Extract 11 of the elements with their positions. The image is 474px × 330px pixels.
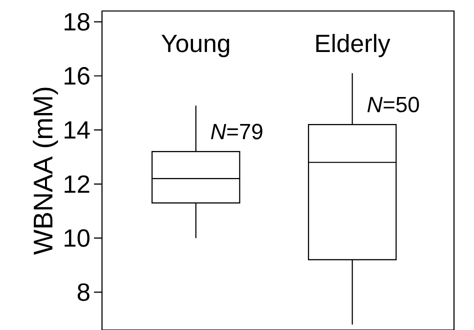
y-tick-label: 12	[64, 175, 90, 193]
y-tick-label: 18	[64, 12, 90, 31]
y-tick-label: 14	[64, 121, 90, 139]
y-axis-title: WBNAA (mM)	[32, 88, 58, 255]
y-tick-label: 8	[78, 283, 90, 301]
annotation: N=79	[211, 124, 262, 140]
x-tick-label: Young	[162, 34, 230, 58]
annotation: N=50	[367, 96, 419, 112]
y-tick-label: 16	[64, 67, 90, 85]
x-tick-label: Elderly	[316, 34, 390, 58]
y-tick-label: 10	[64, 229, 90, 247]
